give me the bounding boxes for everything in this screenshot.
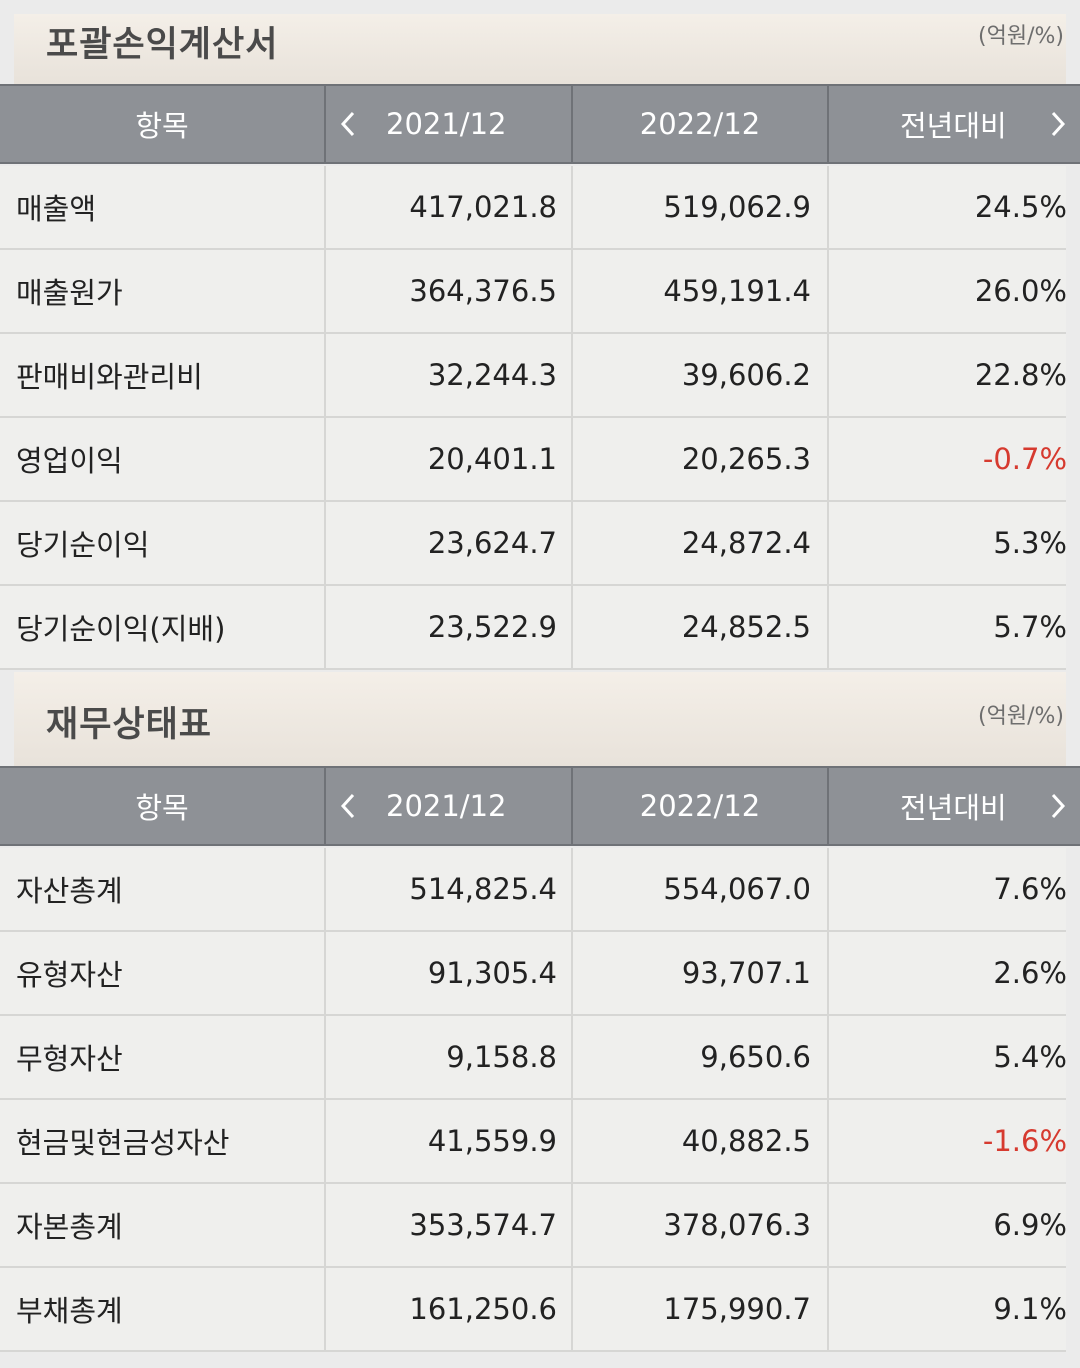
row-label: 자본총계	[16, 1210, 123, 1244]
value-yoy: 5.4%	[993, 1040, 1067, 1074]
value-2021: 514,825.4	[409, 872, 557, 906]
balance-section-title: 재무상태표	[46, 705, 213, 745]
value-yoy: 5.3%	[993, 526, 1067, 560]
value-2021: 23,624.7	[427, 526, 557, 560]
value-yoy: 2.6%	[993, 956, 1067, 990]
income-header-item: 항목	[135, 109, 189, 143]
income-section-title: 포괄손익계산서	[46, 25, 279, 65]
table-row: 자본총계 353,574.7 378,076.3 6.9%	[0, 1184, 1080, 1268]
income-unit-label: (억원/%)	[978, 24, 1064, 49]
table-row: 자산총계 514,825.4 554,067.0 7.6%	[0, 848, 1080, 932]
value-2022: 93,707.1	[681, 956, 811, 990]
value-yoy: -1.6%	[982, 1124, 1067, 1158]
table-row: 당기순이익 23,624.7 24,872.4 5.3%	[0, 502, 1080, 586]
value-2021: 353,574.7	[409, 1208, 557, 1242]
value-yoy: 22.8%	[974, 358, 1067, 392]
table-row: 판매비와관리비 32,244.3 39,606.2 22.8%	[0, 334, 1080, 418]
value-2022: 175,990.7	[663, 1292, 811, 1326]
value-2022: 554,067.0	[663, 872, 811, 906]
right-gutter	[1066, 848, 1080, 1354]
income-header-year2: 2022/12	[639, 107, 761, 141]
income-header-yoy: 전년대비	[900, 109, 1007, 143]
row-label: 부채총계	[16, 1294, 123, 1328]
value-2021: 161,250.6	[409, 1292, 557, 1326]
value-2022: 40,882.5	[681, 1124, 811, 1158]
right-gutter	[1066, 166, 1080, 672]
value-2022: 519,062.9	[663, 190, 811, 224]
table-row: 매출액 417,021.8 519,062.9 24.5%	[0, 166, 1080, 250]
chevron-right-icon[interactable]	[1048, 768, 1068, 844]
row-label: 매출원가	[16, 276, 123, 310]
chevron-left-icon[interactable]	[338, 86, 358, 162]
chevron-right-icon[interactable]	[1048, 86, 1068, 162]
value-2021: 9,158.8	[446, 1040, 557, 1074]
balance-header-item: 항목	[135, 791, 189, 825]
table-row: 매출원가 364,376.5 459,191.4 26.0%	[0, 250, 1080, 334]
value-2021: 23,522.9	[427, 610, 557, 644]
income-header-year1[interactable]: 2021/12	[386, 107, 507, 141]
income-header-row: 항목 2021/12 2022/12 전년대비	[0, 84, 1080, 164]
value-2022: 378,076.3	[663, 1208, 811, 1242]
row-label: 유형자산	[16, 958, 123, 992]
table-row: 당기순이익(지배) 23,522.9 24,852.5 5.7%	[0, 586, 1080, 670]
row-label: 당기순이익	[16, 528, 150, 562]
value-2022: 24,872.4	[681, 526, 811, 560]
value-yoy: 7.6%	[993, 872, 1067, 906]
value-yoy: 6.9%	[993, 1208, 1067, 1242]
row-label: 현금및현금성자산	[16, 1126, 230, 1160]
table-row: 무형자산 9,158.8 9,650.6 5.4%	[0, 1016, 1080, 1100]
value-2022: 20,265.3	[681, 442, 811, 476]
value-2021: 20,401.1	[427, 442, 557, 476]
balance-unit-label: (억원/%)	[978, 704, 1064, 729]
value-yoy: 26.0%	[974, 274, 1067, 308]
income-section-header: 포괄손익계산서 (억원/%)	[14, 14, 1066, 84]
value-yoy: 9.1%	[993, 1292, 1067, 1326]
row-label: 매출액	[16, 192, 97, 226]
row-label: 무형자산	[16, 1042, 123, 1076]
value-2021: 32,244.3	[427, 358, 557, 392]
row-label: 당기순이익(지배)	[16, 612, 226, 646]
value-2022: 24,852.5	[681, 610, 811, 644]
balance-section-header: 재무상태표 (억원/%)	[14, 672, 1066, 768]
value-yoy: -0.7%	[982, 442, 1067, 476]
value-2021: 417,021.8	[409, 190, 557, 224]
balance-header-yoy: 전년대비	[900, 791, 1007, 825]
chevron-left-icon[interactable]	[338, 768, 358, 844]
value-2021: 364,376.5	[409, 274, 557, 308]
table-row: 영업이익 20,401.1 20,265.3 -0.7%	[0, 418, 1080, 502]
row-label: 자산총계	[16, 874, 123, 908]
value-2022: 39,606.2	[681, 358, 811, 392]
table-row: 현금및현금성자산 41,559.9 40,882.5 -1.6%	[0, 1100, 1080, 1184]
value-2022: 9,650.6	[700, 1040, 811, 1074]
table-row: 부채총계 161,250.6 175,990.7 9.1%	[0, 1268, 1080, 1352]
value-2022: 459,191.4	[663, 274, 811, 308]
value-yoy: 24.5%	[974, 190, 1067, 224]
value-2021: 91,305.4	[427, 956, 557, 990]
value-2021: 41,559.9	[427, 1124, 557, 1158]
balance-header-row: 항목 2021/12 2022/12 전년대비	[0, 766, 1080, 846]
balance-header-year1[interactable]: 2021/12	[386, 789, 507, 823]
value-yoy: 5.7%	[993, 610, 1067, 644]
row-label: 판매비와관리비	[16, 360, 203, 394]
row-label: 영업이익	[16, 444, 123, 478]
table-row: 유형자산 91,305.4 93,707.1 2.6%	[0, 932, 1080, 1016]
balance-header-year2: 2022/12	[639, 789, 761, 823]
